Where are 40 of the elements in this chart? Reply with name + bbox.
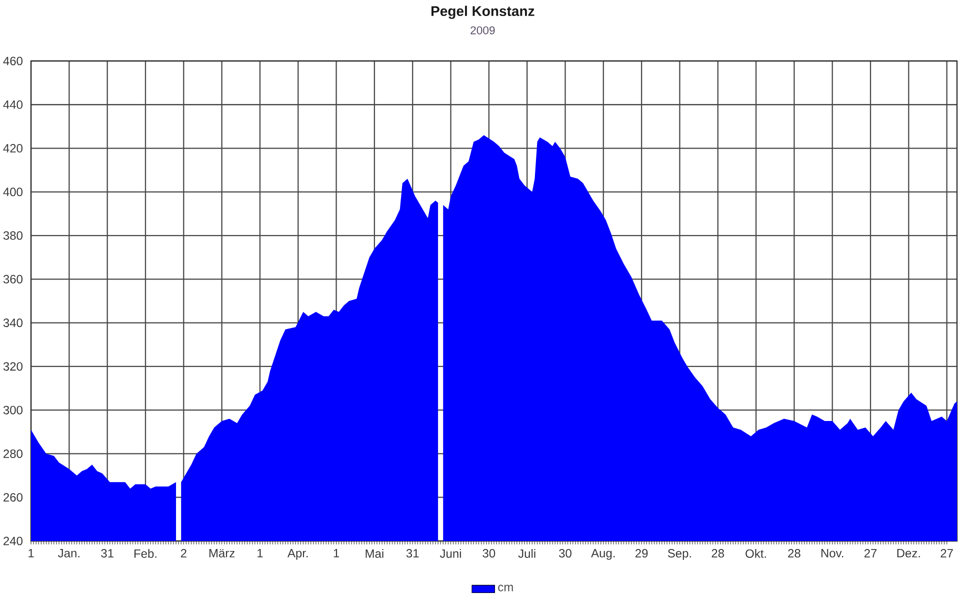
x-tick-label: 30 — [559, 549, 572, 558]
y-tick-label: 300 — [3, 406, 22, 414]
y-tick-label: 460 — [3, 56, 22, 66]
x-tick-label: 31 — [101, 549, 114, 558]
x-tick-label: Jan. — [58, 549, 80, 558]
x-tick-label: Mai — [366, 549, 384, 558]
x-tick-label: Sep. — [668, 549, 691, 560]
y-tick-label: 400 — [3, 188, 22, 196]
x-tick-label: Feb. — [134, 549, 156, 558]
x-tick-label: Dez. — [897, 549, 920, 558]
x-tick-label: 30 — [482, 549, 496, 558]
x-tick-label: 28 — [788, 549, 800, 558]
y-tick-label: 440 — [3, 100, 22, 109]
x-tick-label: 27 — [940, 549, 953, 558]
x-tick-label: Aug. — [591, 549, 615, 560]
x-tick-label: Nov. — [821, 549, 844, 558]
chart-subtitle: 2009 — [470, 26, 495, 34]
x-tick-label: 1 — [258, 549, 263, 558]
x-tick-label: Juni — [440, 549, 461, 558]
x-tick-label: März — [209, 549, 235, 558]
x-tick-label: Apr. — [287, 549, 308, 560]
x-tick-label: 31 — [406, 549, 419, 558]
y-tick-label: 280 — [4, 449, 22, 458]
x-tick-label: 28 — [712, 549, 724, 558]
chart-title: Pegel Konstanz — [431, 6, 534, 19]
x-tick-label: 1 — [28, 549, 34, 558]
y-tick-label: 340 — [3, 318, 22, 328]
legend-label: cm — [498, 584, 513, 592]
y-tick-label: 260 — [4, 493, 22, 502]
y-tick-label: 240 — [4, 536, 22, 546]
y-tick-label: 420 — [3, 144, 22, 153]
x-tick-label: Juli — [518, 549, 536, 558]
y-tick-label: 320 — [3, 362, 22, 371]
x-tick-label: 29 — [635, 549, 648, 558]
y-tick-label: 360 — [3, 274, 22, 284]
y-tick-label: 380 — [3, 231, 22, 240]
x-tick-label: Okt. — [746, 549, 766, 558]
x-tick-label: 2 — [180, 549, 186, 558]
x-tick-label: 27 — [864, 549, 877, 558]
x-tick-label: 1 — [334, 549, 340, 558]
